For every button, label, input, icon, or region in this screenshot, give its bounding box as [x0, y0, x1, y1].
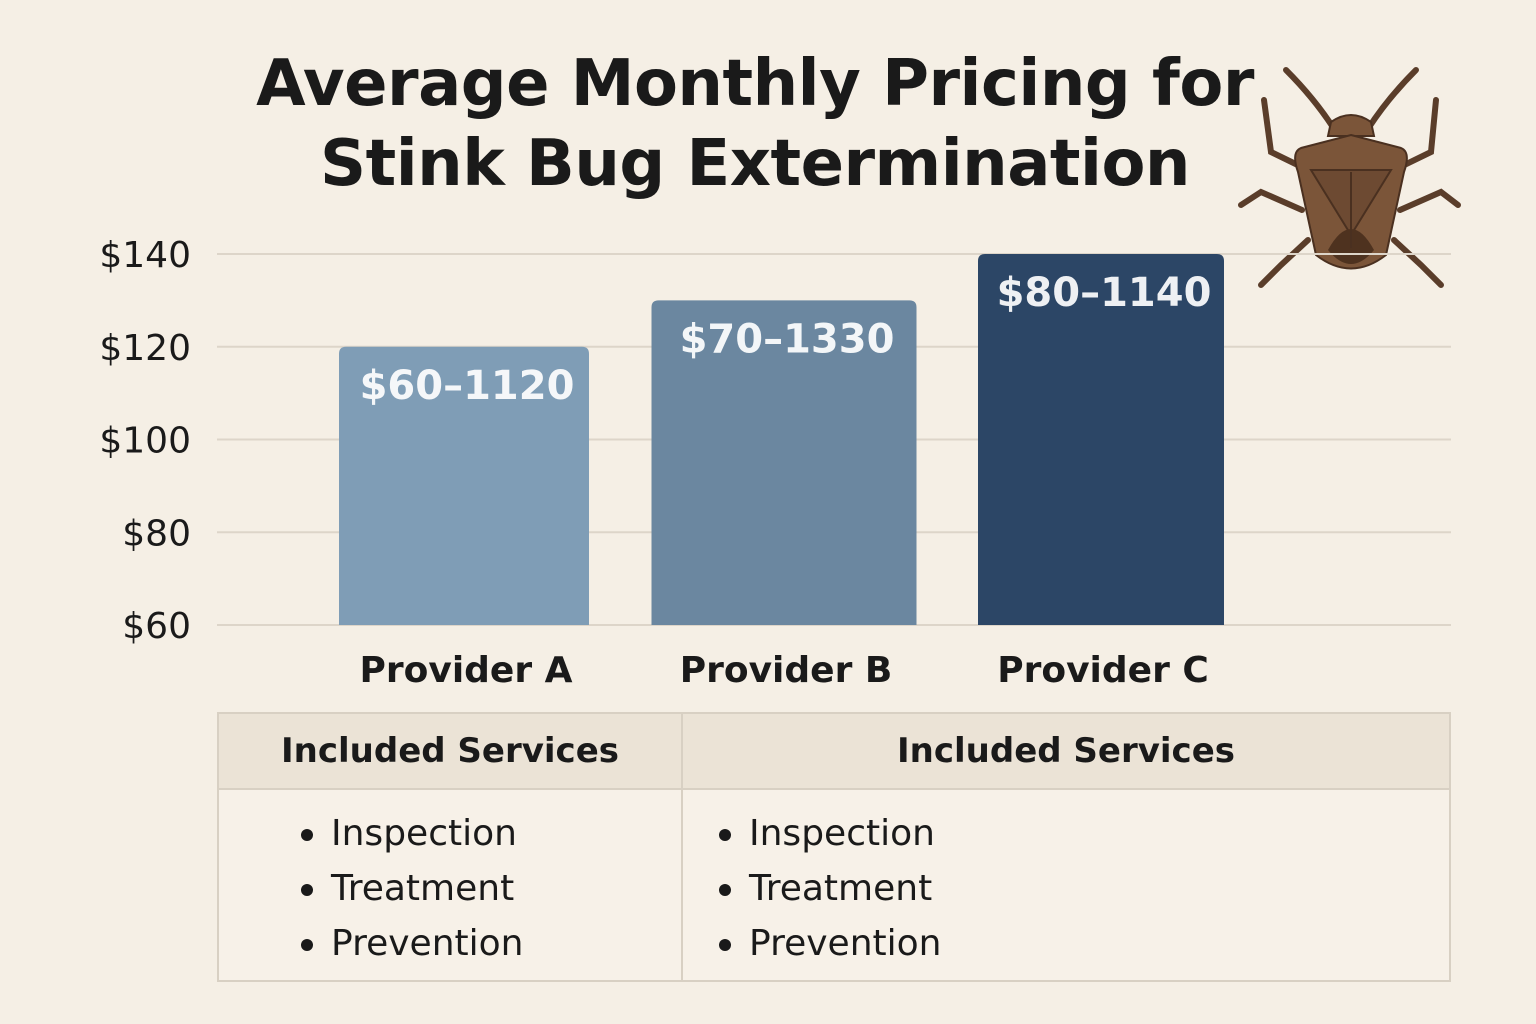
bar — [978, 254, 1224, 625]
y-tick-label: $140 — [99, 235, 191, 276]
chart-title-line-1: Average Monthly Pricing for — [256, 47, 1254, 121]
x-category-label: Provider B — [680, 650, 893, 691]
x-category-label: Provider C — [997, 650, 1209, 691]
y-tick-label: $80 — [122, 513, 191, 554]
y-tick-label: $60 — [122, 606, 191, 647]
service-item: Treatment — [299, 861, 681, 916]
bar — [339, 346, 589, 625]
y-tick-label: $100 — [99, 421, 191, 462]
bar-chart: $60 $80 $100 $120 $140 $60–1120 Provider A $70–… — [99, 235, 1451, 691]
service-item: Prevention — [299, 916, 681, 971]
service-item: Inspection — [717, 806, 1449, 861]
services-table: Included Services Included Services Insp… — [217, 712, 1451, 982]
x-category-label: Provider A — [359, 650, 572, 691]
services-header-right: Included Services — [683, 714, 1449, 790]
bar-data-label: $60–1120 — [360, 363, 575, 409]
chart-title: Average Monthly Pricing for Stink Bug Ex… — [0, 44, 1510, 204]
chart-title-line-2: Stink Bug Extermination — [320, 127, 1190, 201]
bar-data-label: $80–1140 — [997, 270, 1212, 316]
services-header-left: Included Services — [219, 714, 683, 790]
y-tick-label: $120 — [99, 328, 191, 369]
bar — [651, 300, 917, 625]
service-item: Prevention — [717, 916, 1449, 971]
services-list-right: Inspection Treatment Prevention — [683, 790, 1449, 980]
services-list-left: Inspection Treatment Prevention — [219, 790, 683, 980]
service-item: Inspection — [299, 806, 681, 861]
service-item: Treatment — [717, 861, 1449, 916]
stink-bug-icon — [1238, 67, 1461, 288]
bar-data-label: $70–1330 — [680, 316, 895, 362]
